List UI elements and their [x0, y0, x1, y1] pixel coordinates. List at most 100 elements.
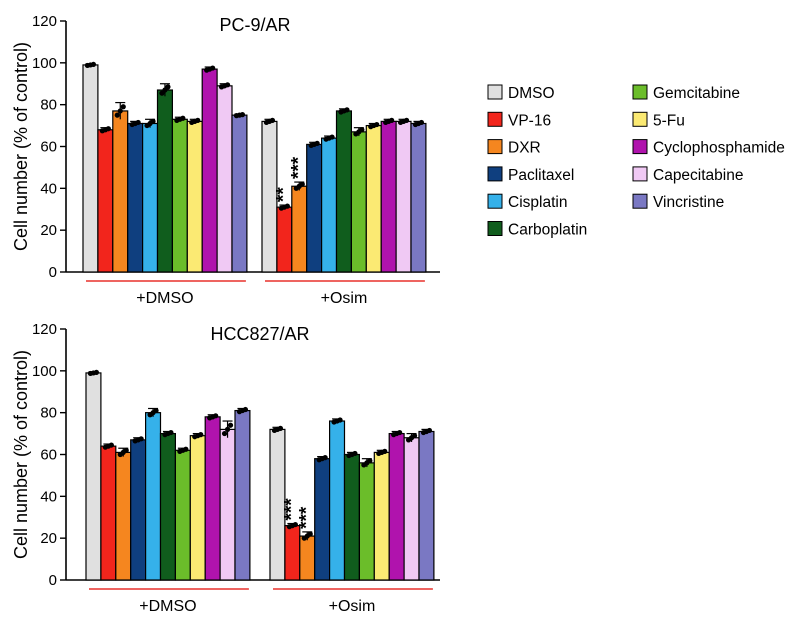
data-point — [337, 417, 343, 423]
data-point — [168, 429, 174, 436]
bar-dxr — [299, 535, 316, 581]
data-point — [165, 84, 171, 90]
bar-dmso — [85, 372, 102, 581]
data-point — [307, 531, 313, 537]
bar-cisplatin — [321, 137, 338, 273]
y-tick-label: 120 — [32, 321, 57, 338]
bar-capecitabine — [395, 120, 412, 273]
bar-capecitabine — [216, 85, 233, 273]
data-point — [150, 118, 156, 124]
data-point — [221, 430, 228, 437]
data-point — [195, 117, 201, 123]
legend-label: DMSO — [508, 85, 555, 102]
bar-carboplatin — [159, 432, 176, 581]
bar-5-fu — [186, 120, 203, 273]
bar-gemcitabine — [358, 462, 375, 581]
legend-swatch — [487, 221, 503, 236]
data-point — [411, 433, 418, 439]
bar-cisplatin — [142, 122, 159, 273]
y-tick-label: 60 — [40, 139, 57, 156]
legend-label: Gemcitabine — [653, 85, 740, 102]
bar-5-fu — [373, 451, 390, 581]
data-point — [284, 203, 290, 209]
legend-item: Paclitaxel — [487, 166, 574, 184]
bar-paclitaxel — [130, 439, 147, 581]
y-tick-label: 100 — [32, 363, 57, 380]
chart-title: PC-9/AR — [219, 15, 290, 35]
significance-marker: ** — [273, 187, 294, 202]
y-tick-label: 0 — [49, 572, 57, 589]
data-point — [277, 425, 284, 431]
legend-label: Paclitaxel — [508, 167, 574, 184]
y-tick-label: 100 — [32, 55, 57, 72]
group-label: +DMSO — [136, 290, 193, 307]
data-point — [403, 117, 410, 123]
bar-gemcitabine — [350, 131, 367, 273]
data-point — [239, 112, 246, 118]
bar-vincristine — [418, 430, 435, 581]
legend-swatch — [632, 111, 648, 127]
bar-carboplatin — [156, 89, 173, 273]
bar-carboplatin — [343, 453, 360, 581]
bar-vp-16 — [97, 129, 114, 273]
data-point — [374, 121, 380, 128]
bar-vp-16 — [284, 525, 301, 581]
y-tick-label: 40 — [40, 180, 57, 197]
legend-item: 5-Fu — [632, 111, 685, 129]
data-point — [352, 450, 358, 457]
legend-item: Cyclophosphamide — [632, 139, 785, 157]
legend-label: 5-Fu — [653, 112, 685, 129]
legend-swatch — [487, 166, 503, 182]
legend-swatch — [487, 111, 503, 127]
data-point — [108, 442, 114, 448]
data-point — [344, 107, 350, 113]
bar-dxr — [112, 110, 129, 273]
legend-label: Carboplatin — [508, 222, 587, 239]
legend-swatch — [487, 84, 503, 100]
legend-label: Capecitabine — [653, 167, 743, 184]
data-point — [397, 429, 403, 436]
data-point — [153, 407, 159, 414]
significance-marker: *** — [296, 506, 317, 529]
legend-swatch — [487, 139, 503, 155]
bar-vincristine — [231, 114, 248, 273]
y-tick-label: 20 — [40, 222, 57, 239]
data-point — [120, 104, 126, 110]
bar-cisplatin — [145, 412, 162, 581]
bar-cyclophosphamide — [388, 432, 405, 581]
data-point — [322, 455, 328, 461]
bar-vp-16 — [276, 206, 293, 273]
legend-label: DXR — [508, 140, 541, 157]
data-point — [93, 369, 100, 376]
y-tick-label: 0 — [49, 264, 57, 281]
data-point — [292, 521, 298, 528]
bar-cyclophosphamide — [201, 68, 218, 273]
group-label: +DMSO — [139, 598, 196, 615]
data-point — [269, 117, 276, 123]
data-point — [114, 112, 120, 118]
legend-swatch — [632, 139, 648, 155]
y-tick-label: 40 — [40, 488, 57, 505]
legend-swatch — [487, 193, 503, 209]
bar-5-fu — [365, 124, 382, 273]
bar-carboplatin — [335, 110, 352, 273]
legend-item: Vincristine — [632, 193, 724, 211]
bar-gemcitabine — [174, 449, 191, 581]
bar-5-fu — [189, 435, 206, 581]
bar-capecitabine — [219, 428, 236, 581]
data-point — [314, 140, 320, 146]
legend-swatch — [632, 193, 648, 209]
data-point — [242, 406, 249, 413]
data-point — [426, 427, 433, 434]
data-point — [117, 108, 123, 114]
bar-vincristine — [410, 122, 427, 273]
bar-cyclophosphamide — [380, 120, 397, 273]
data-point — [389, 117, 395, 123]
data-point — [183, 446, 189, 452]
bar-paclitaxel — [127, 122, 144, 273]
data-point — [299, 181, 305, 187]
y-axis-label: Cell number (% of control) — [11, 350, 31, 559]
